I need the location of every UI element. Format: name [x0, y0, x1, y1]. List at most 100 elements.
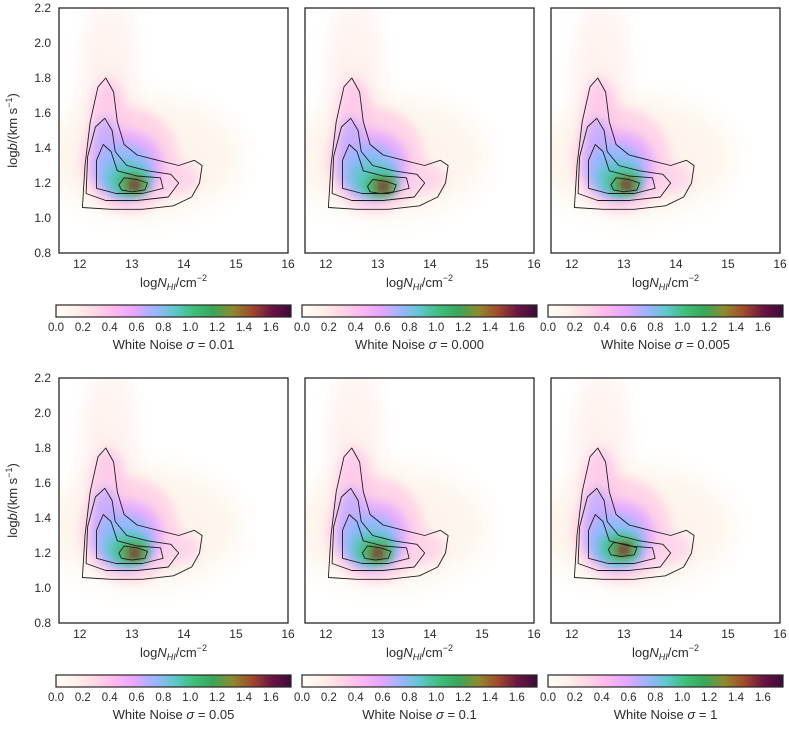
y-tick-label: 1.4: [34, 511, 51, 525]
contour-level-4: [610, 177, 640, 193]
colorbar: [547, 674, 784, 688]
x-axis-label: logNHI/cm−2: [386, 643, 453, 662]
density-tail-upper: [341, 8, 373, 78]
colorbar-tick-label: 1.2: [701, 322, 717, 334]
x-tick-label: 16: [527, 257, 541, 271]
x-tick-label: 12: [319, 627, 333, 641]
y-tick-label: 2.0: [34, 406, 51, 420]
panel-2: 12 13 14 15 16 logNHI/cm−2 0.0 0.2 0.4 0.6 0.8 1.0 1…: [294, 7, 541, 352]
colorbar-tick-label: 0.0: [48, 322, 64, 334]
plot-frame: [58, 7, 289, 254]
x-tick-label: 15: [721, 627, 735, 641]
colorbar-tick-label: 0.0: [540, 692, 556, 704]
x-tick-label: 13: [617, 627, 631, 641]
colorbar-tick-label: 1.0: [182, 692, 198, 704]
colorbar-tick-label: 1.2: [701, 692, 717, 704]
density-tail-upper: [587, 378, 619, 448]
density-field: [551, 8, 734, 218]
contour-level-2: [577, 117, 672, 201]
x-tick-label: 14: [669, 627, 683, 641]
colorbar-tick-label: 1.4: [482, 322, 499, 334]
x-tick-label: 12: [565, 257, 579, 271]
colorbar-tick-label: 0.0: [48, 692, 64, 704]
contour-level-4: [367, 179, 397, 194]
colorbar-tick-label: 0.4: [594, 322, 611, 334]
colorbar-tick-label: 0.2: [567, 322, 583, 334]
x-tick-label: 16: [773, 257, 787, 271]
colorbar-tick-label: 1.6: [263, 692, 279, 704]
y-axis-label: logb/(km s−1): [4, 463, 20, 538]
density-peak: [374, 549, 381, 557]
colorbar-tick-label: 0.2: [75, 692, 91, 704]
x-tick-label: 13: [617, 257, 631, 271]
colorbar-label: White Noise σ = 1: [614, 707, 718, 722]
density-peak: [131, 549, 138, 557]
colorbar-tick-label: 0.6: [375, 322, 391, 334]
contour-level-4: [118, 545, 148, 561]
colorbar-tick-label: 0.4: [348, 692, 365, 704]
contours: [573, 447, 695, 580]
colorbar-tick-label: 1.4: [728, 322, 745, 334]
contour-level-4: [361, 545, 392, 561]
colorbar-tick-label: 1.6: [509, 692, 525, 704]
colorbar-tick-label: 0.2: [321, 692, 337, 704]
colorbar: [55, 304, 292, 318]
x-tick-label: 15: [721, 257, 735, 271]
colorbar-tick-label: 0.4: [594, 692, 611, 704]
plot-frame: [304, 377, 535, 624]
colorbar-tick-label: 1.4: [728, 692, 745, 704]
x-tick-label: 16: [773, 627, 787, 641]
colorbar-tick-label: 0.8: [155, 692, 171, 704]
panel-3: 12 13 14 15 16 logNHI/cm−2 0.0 0.2 0.4 0.6 0.8 1.0 1…: [540, 7, 787, 352]
x-tick-label: 13: [371, 627, 385, 641]
colorbar-tick-label: 1.2: [209, 322, 225, 334]
colorbar-tick-label: 0.8: [647, 692, 663, 704]
colorbar-tick-label: 0.0: [294, 692, 310, 704]
colorbar-tick-label: 1.2: [209, 692, 225, 704]
plot-frame: [550, 7, 781, 254]
x-tick-label: 14: [669, 257, 683, 271]
contour-level-1: [81, 447, 203, 580]
colorbar-tick-label: 1.0: [674, 322, 690, 334]
x-tick-label: 16: [527, 627, 541, 641]
y-tick-label: 1.2: [34, 176, 51, 190]
colorbar: [301, 674, 538, 688]
contour-level-2: [331, 487, 426, 571]
colorbar-tick-label: 0.4: [102, 692, 119, 704]
colorbar-tick-label: 1.0: [428, 322, 444, 334]
colorbar-tick-label: 1.0: [428, 692, 444, 704]
y-tick-label: 0.8: [34, 246, 51, 260]
contour-level-1: [81, 77, 203, 210]
colorbar-tick-label: 0.8: [155, 322, 171, 334]
x-tick-label: 14: [423, 627, 437, 641]
contour-level-2: [85, 487, 180, 571]
x-axis-label: logNHI/cm−2: [140, 273, 207, 292]
colorbar-tick-label: 1.2: [455, 322, 471, 334]
contour-level-2: [577, 487, 672, 571]
colorbar-tick-label: 1.4: [236, 692, 253, 704]
colorbar-tick-label: 1.6: [755, 692, 771, 704]
x-axis-label: logNHI/cm−2: [386, 273, 453, 292]
x-tick-label: 13: [125, 257, 139, 271]
plot-frame: [304, 7, 535, 254]
x-tick-label: 12: [73, 627, 87, 641]
contours: [327, 77, 449, 210]
colorbar-tick-label: 0.2: [321, 322, 337, 334]
colorbar-tick-label: 0.6: [375, 692, 391, 704]
contour-level-3: [588, 514, 656, 564]
colorbar-tick-label: 0.2: [567, 692, 583, 704]
y-tick-label: 1.2: [34, 546, 51, 560]
x-tick-label: 16: [281, 627, 295, 641]
y-tick-label: 1.0: [34, 581, 51, 595]
density-peak: [379, 183, 387, 190]
colorbar-tick-label: 0.8: [647, 322, 663, 334]
y-tick-label: 1.6: [34, 106, 51, 120]
contours: [573, 77, 695, 210]
colorbar-tick-label: 0.2: [75, 322, 91, 334]
colorbar-tick-label: 1.4: [236, 322, 253, 334]
density-peak: [131, 181, 138, 188]
x-tick-label: 12: [73, 257, 87, 271]
colorbar-tick-label: 0.0: [294, 322, 310, 334]
